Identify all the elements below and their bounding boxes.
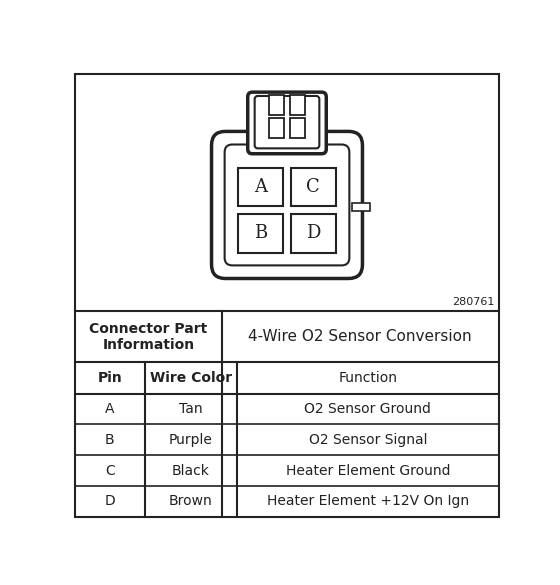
Text: B: B <box>105 433 115 447</box>
Bar <box>239 168 283 207</box>
Bar <box>268 95 284 115</box>
Text: O2 Sensor Ground: O2 Sensor Ground <box>305 402 431 416</box>
Text: O2 Sensor Signal: O2 Sensor Signal <box>309 433 427 447</box>
Bar <box>268 118 284 138</box>
Text: A: A <box>254 178 267 196</box>
Text: 4-Wire O2 Sensor Conversion: 4-Wire O2 Sensor Conversion <box>248 329 472 344</box>
Text: Brown: Brown <box>169 494 213 508</box>
Bar <box>291 214 335 253</box>
Text: D: D <box>306 225 320 242</box>
Bar <box>239 214 283 253</box>
Bar <box>352 202 370 211</box>
Bar <box>291 168 335 207</box>
Text: A: A <box>105 402 115 416</box>
Text: Pin: Pin <box>97 371 122 385</box>
Bar <box>290 118 305 138</box>
Text: Purple: Purple <box>169 433 213 447</box>
FancyBboxPatch shape <box>255 96 319 149</box>
Text: Heater Element Ground: Heater Element Ground <box>286 463 450 477</box>
Text: C: C <box>306 178 320 196</box>
Text: Black: Black <box>172 463 209 477</box>
FancyBboxPatch shape <box>225 144 349 266</box>
Bar <box>290 95 305 115</box>
FancyBboxPatch shape <box>248 92 326 154</box>
FancyBboxPatch shape <box>212 132 362 278</box>
Text: C: C <box>105 463 115 477</box>
Text: Function: Function <box>338 371 398 385</box>
Text: B: B <box>254 225 268 242</box>
Text: 280761: 280761 <box>452 297 495 307</box>
Text: D: D <box>105 494 115 508</box>
Text: Heater Element +12V On Ign: Heater Element +12V On Ign <box>267 494 469 508</box>
Text: Wire Color: Wire Color <box>150 371 232 385</box>
Text: Tan: Tan <box>179 402 203 416</box>
Text: Connector Part
Information: Connector Part Information <box>89 322 208 352</box>
